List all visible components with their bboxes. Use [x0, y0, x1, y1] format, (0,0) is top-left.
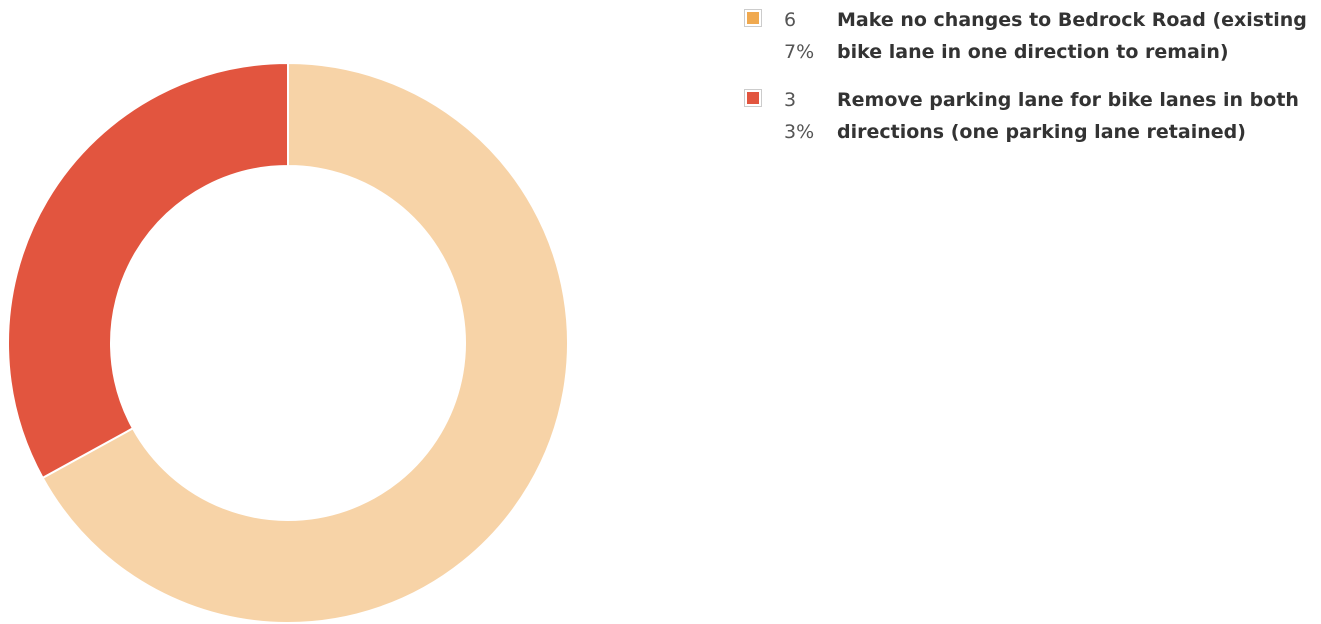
slice-no-changes[interactable] [41, 61, 569, 624]
legend-swatch-no-changes [744, 9, 762, 27]
donut-slices [7, 61, 569, 624]
donut-chart [7, 61, 569, 624]
legend-percent-no-changes: 67% [784, 9, 815, 63]
legend-item-remove-parking[interactable]: 33% Remove parking lane for bike lanes i… [744, 84, 1314, 164]
legend-label-no-changes: Make no changes to Bedrock Road (existin… [837, 9, 1307, 63]
slice-remove-parking[interactable] [7, 61, 289, 480]
legend: 67% Make no changes to Bedrock Road (exi… [744, 4, 1314, 164]
legend-item-no-changes[interactable]: 67% Make no changes to Bedrock Road (exi… [744, 4, 1314, 84]
legend-percent-remove-parking: 33% [784, 89, 815, 143]
legend-swatch-remove-parking [744, 89, 762, 107]
legend-label-remove-parking: Remove parking lane for bike lanes in bo… [837, 89, 1299, 143]
